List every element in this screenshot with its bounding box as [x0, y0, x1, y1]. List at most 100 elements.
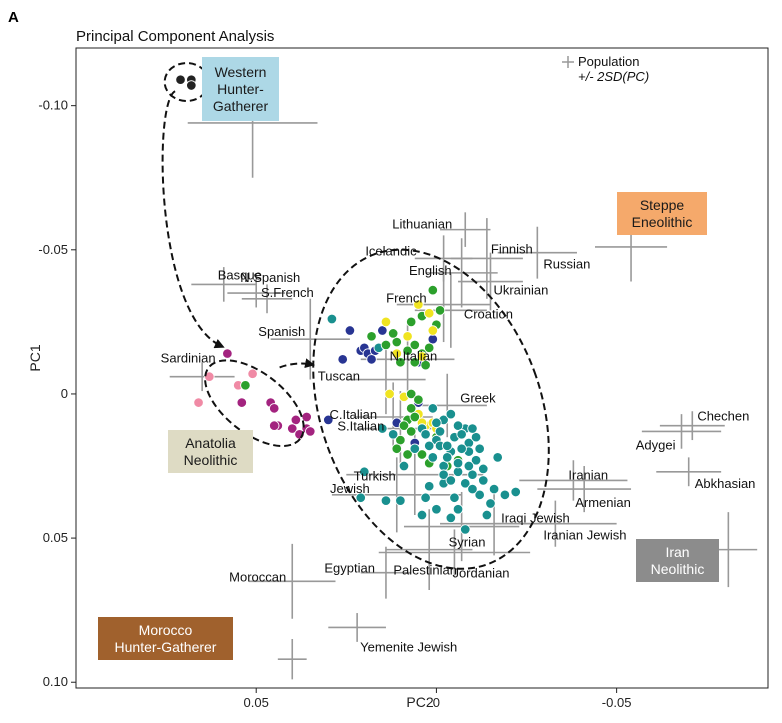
- point-anatolia: [290, 414, 302, 426]
- point-teal: [423, 480, 435, 492]
- crosshair-adygei: [641, 414, 722, 449]
- label-jordanian: Jordanian: [452, 566, 509, 581]
- crosshair-armenian: [537, 466, 632, 513]
- crosshair-n-spanish: [227, 278, 286, 308]
- crosshair-english: [425, 238, 498, 308]
- box-text-line: Gatherer: [213, 98, 269, 114]
- label-chechen: Chechen: [697, 409, 749, 424]
- label-iranian: Iranian: [568, 467, 608, 482]
- box-bg: [202, 57, 279, 121]
- point-teal: [434, 426, 446, 437]
- point-yellow: [416, 351, 428, 362]
- axes: 0.05 0 -0.05 -0.10 -0.05 0 0.05 0.10: [38, 98, 631, 710]
- point-anatolia-light: [204, 371, 215, 382]
- point-teal: [431, 504, 442, 515]
- point-anatolia: [222, 348, 233, 359]
- y-axis-label: PC1: [27, 344, 43, 371]
- label-c-italian: C.Italian: [329, 407, 377, 422]
- box-text-line: Morocco: [139, 622, 193, 638]
- point-anatolia: [301, 411, 312, 423]
- point-teal: [395, 495, 406, 506]
- point-teal: [398, 460, 410, 472]
- point-green: [398, 420, 410, 431]
- crosshair-jordanian: [378, 529, 531, 576]
- point-teal: [510, 486, 521, 498]
- box-text-line: Neolithic: [184, 452, 238, 468]
- point-yellow: [413, 299, 424, 310]
- legend-sd: +/- 2SD(PC): [578, 69, 649, 84]
- point-teal: [460, 478, 471, 489]
- point-green: [409, 411, 421, 423]
- point-yellow: [402, 331, 413, 342]
- point-teal: [470, 431, 482, 443]
- point-navy: [323, 414, 334, 426]
- label-tuscan: Tuscan: [318, 369, 360, 384]
- point-navy: [377, 325, 388, 336]
- x-tick-label: 0: [433, 695, 440, 710]
- point-teal: [359, 466, 370, 478]
- label-french: French: [386, 291, 426, 306]
- label-ukrainian: Ukrainian: [493, 283, 548, 298]
- arrow-anatolia-to-europe: [279, 358, 316, 369]
- label-syrian: Syrian: [449, 535, 486, 550]
- crosshair-s-french: [241, 284, 293, 314]
- point-teal: [478, 475, 489, 486]
- population-labels: Lithuanian Finnish Russian Icelandic English…: [161, 217, 756, 655]
- crosshair-lithuanian: [440, 212, 491, 247]
- point-whg: [175, 74, 186, 85]
- point-yellow: [384, 388, 395, 400]
- x-tick-label: 0.05: [244, 695, 269, 710]
- label-s-french: S.French: [261, 285, 314, 300]
- point-teal: [481, 509, 493, 521]
- point-teal: [485, 498, 496, 509]
- label-egyptian: Egyptian: [324, 561, 375, 576]
- label-n-spanish: N.Spanish: [240, 270, 300, 285]
- point-teal: [467, 483, 478, 495]
- label-n-italian: N.Italian: [390, 348, 438, 363]
- arrow-whg-to-anatolia: [161, 90, 225, 349]
- point-green: [240, 380, 251, 391]
- point-green: [409, 356, 421, 368]
- crosshair-tuscan: [346, 344, 426, 415]
- point-green: [405, 426, 417, 437]
- point-green: [391, 443, 403, 454]
- label-russian: Russian: [543, 257, 590, 272]
- point-whg: [186, 80, 197, 91]
- point-green: [427, 284, 439, 296]
- point-teal: [452, 466, 464, 478]
- point-teal: [377, 423, 388, 434]
- point-teal: [452, 504, 464, 515]
- point-teal: [474, 489, 485, 501]
- point-teal: [427, 403, 439, 414]
- box-bg: [617, 192, 707, 235]
- point-teal: [456, 429, 467, 440]
- box-bg: [168, 430, 253, 473]
- point-navy: [344, 325, 356, 336]
- point-teal: [456, 443, 467, 454]
- label-jewish: Jewish: [330, 481, 370, 496]
- box-text-line: Eneolithic: [632, 214, 693, 230]
- point-teal: [416, 509, 428, 521]
- point-teal: [445, 475, 457, 486]
- point-green: [434, 305, 446, 316]
- crosshair-french: [396, 267, 491, 343]
- point-teal: [460, 524, 471, 535]
- point-teal: [438, 460, 449, 472]
- label-spanish: Spanish: [258, 324, 305, 339]
- point-teal: [380, 495, 392, 506]
- box-text-line: Iran: [665, 544, 689, 560]
- point-teal: [409, 443, 421, 454]
- point-green: [405, 316, 417, 328]
- point-green: [395, 434, 406, 446]
- legend: Population +/- 2SD(PC): [562, 54, 649, 84]
- european-cluster-outline: [312, 248, 550, 570]
- crosshair-morocco-hunter-gatherer: [277, 638, 307, 680]
- label-turkish: Turkish: [354, 469, 396, 484]
- crosshair-egyptian: [360, 546, 412, 599]
- crosshair-chechen: [659, 411, 725, 441]
- point-yellow: [423, 307, 435, 319]
- point-anatolia-light: [247, 368, 258, 380]
